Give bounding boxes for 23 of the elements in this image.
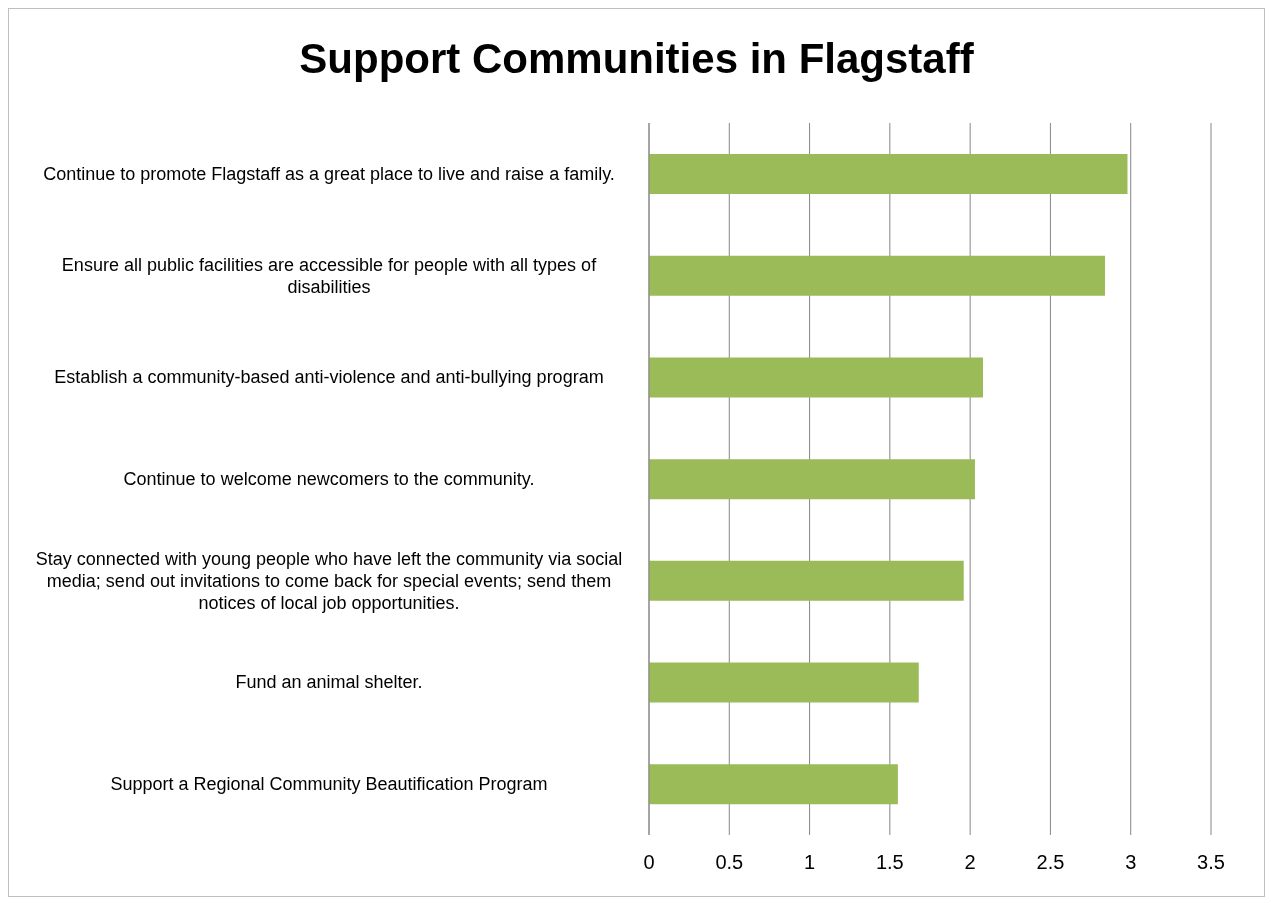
y-tick-label: Support a Regional Community Beautification Program	[110, 774, 548, 795]
x-tick-label: 2	[964, 851, 976, 874]
x-tick-label: 3	[1125, 851, 1137, 874]
chart-title: Support Communities in Flagstaff	[298, 34, 975, 84]
y-tick-label: Stay connected with young people who have left the community via social media; send out invitations to come back for special events; send them notices of local job opportunities.	[35, 548, 623, 613]
y-tick-label: Continue to welcome newcomers to the community.	[123, 469, 535, 489]
x-tick-label: 3.5	[1197, 851, 1225, 874]
bar	[649, 560, 964, 601]
bar	[649, 662, 919, 703]
bar	[649, 459, 975, 500]
y-tick-label: Ensure all public facilities are accessible for people with all types of disabilities	[61, 254, 598, 297]
x-tick-label: 1.5	[875, 851, 904, 874]
y-tick-label: Establish a community-based anti-violence and anti-bullying program	[54, 367, 604, 388]
bar	[649, 357, 983, 398]
bar	[649, 764, 898, 805]
x-tick-label: 0	[643, 851, 655, 874]
bar	[649, 154, 1128, 194]
x-tick-label: 0.5	[715, 851, 744, 874]
x-tick-label: 2.5	[1036, 851, 1065, 874]
x-tick-label: 1	[804, 851, 816, 874]
bar	[649, 255, 1106, 296]
y-tick-label: Continue to promote Flagstaff as a great place to live and raise a family.	[43, 163, 615, 184]
y-tick-label: Fund an animal shelter.	[235, 672, 423, 693]
